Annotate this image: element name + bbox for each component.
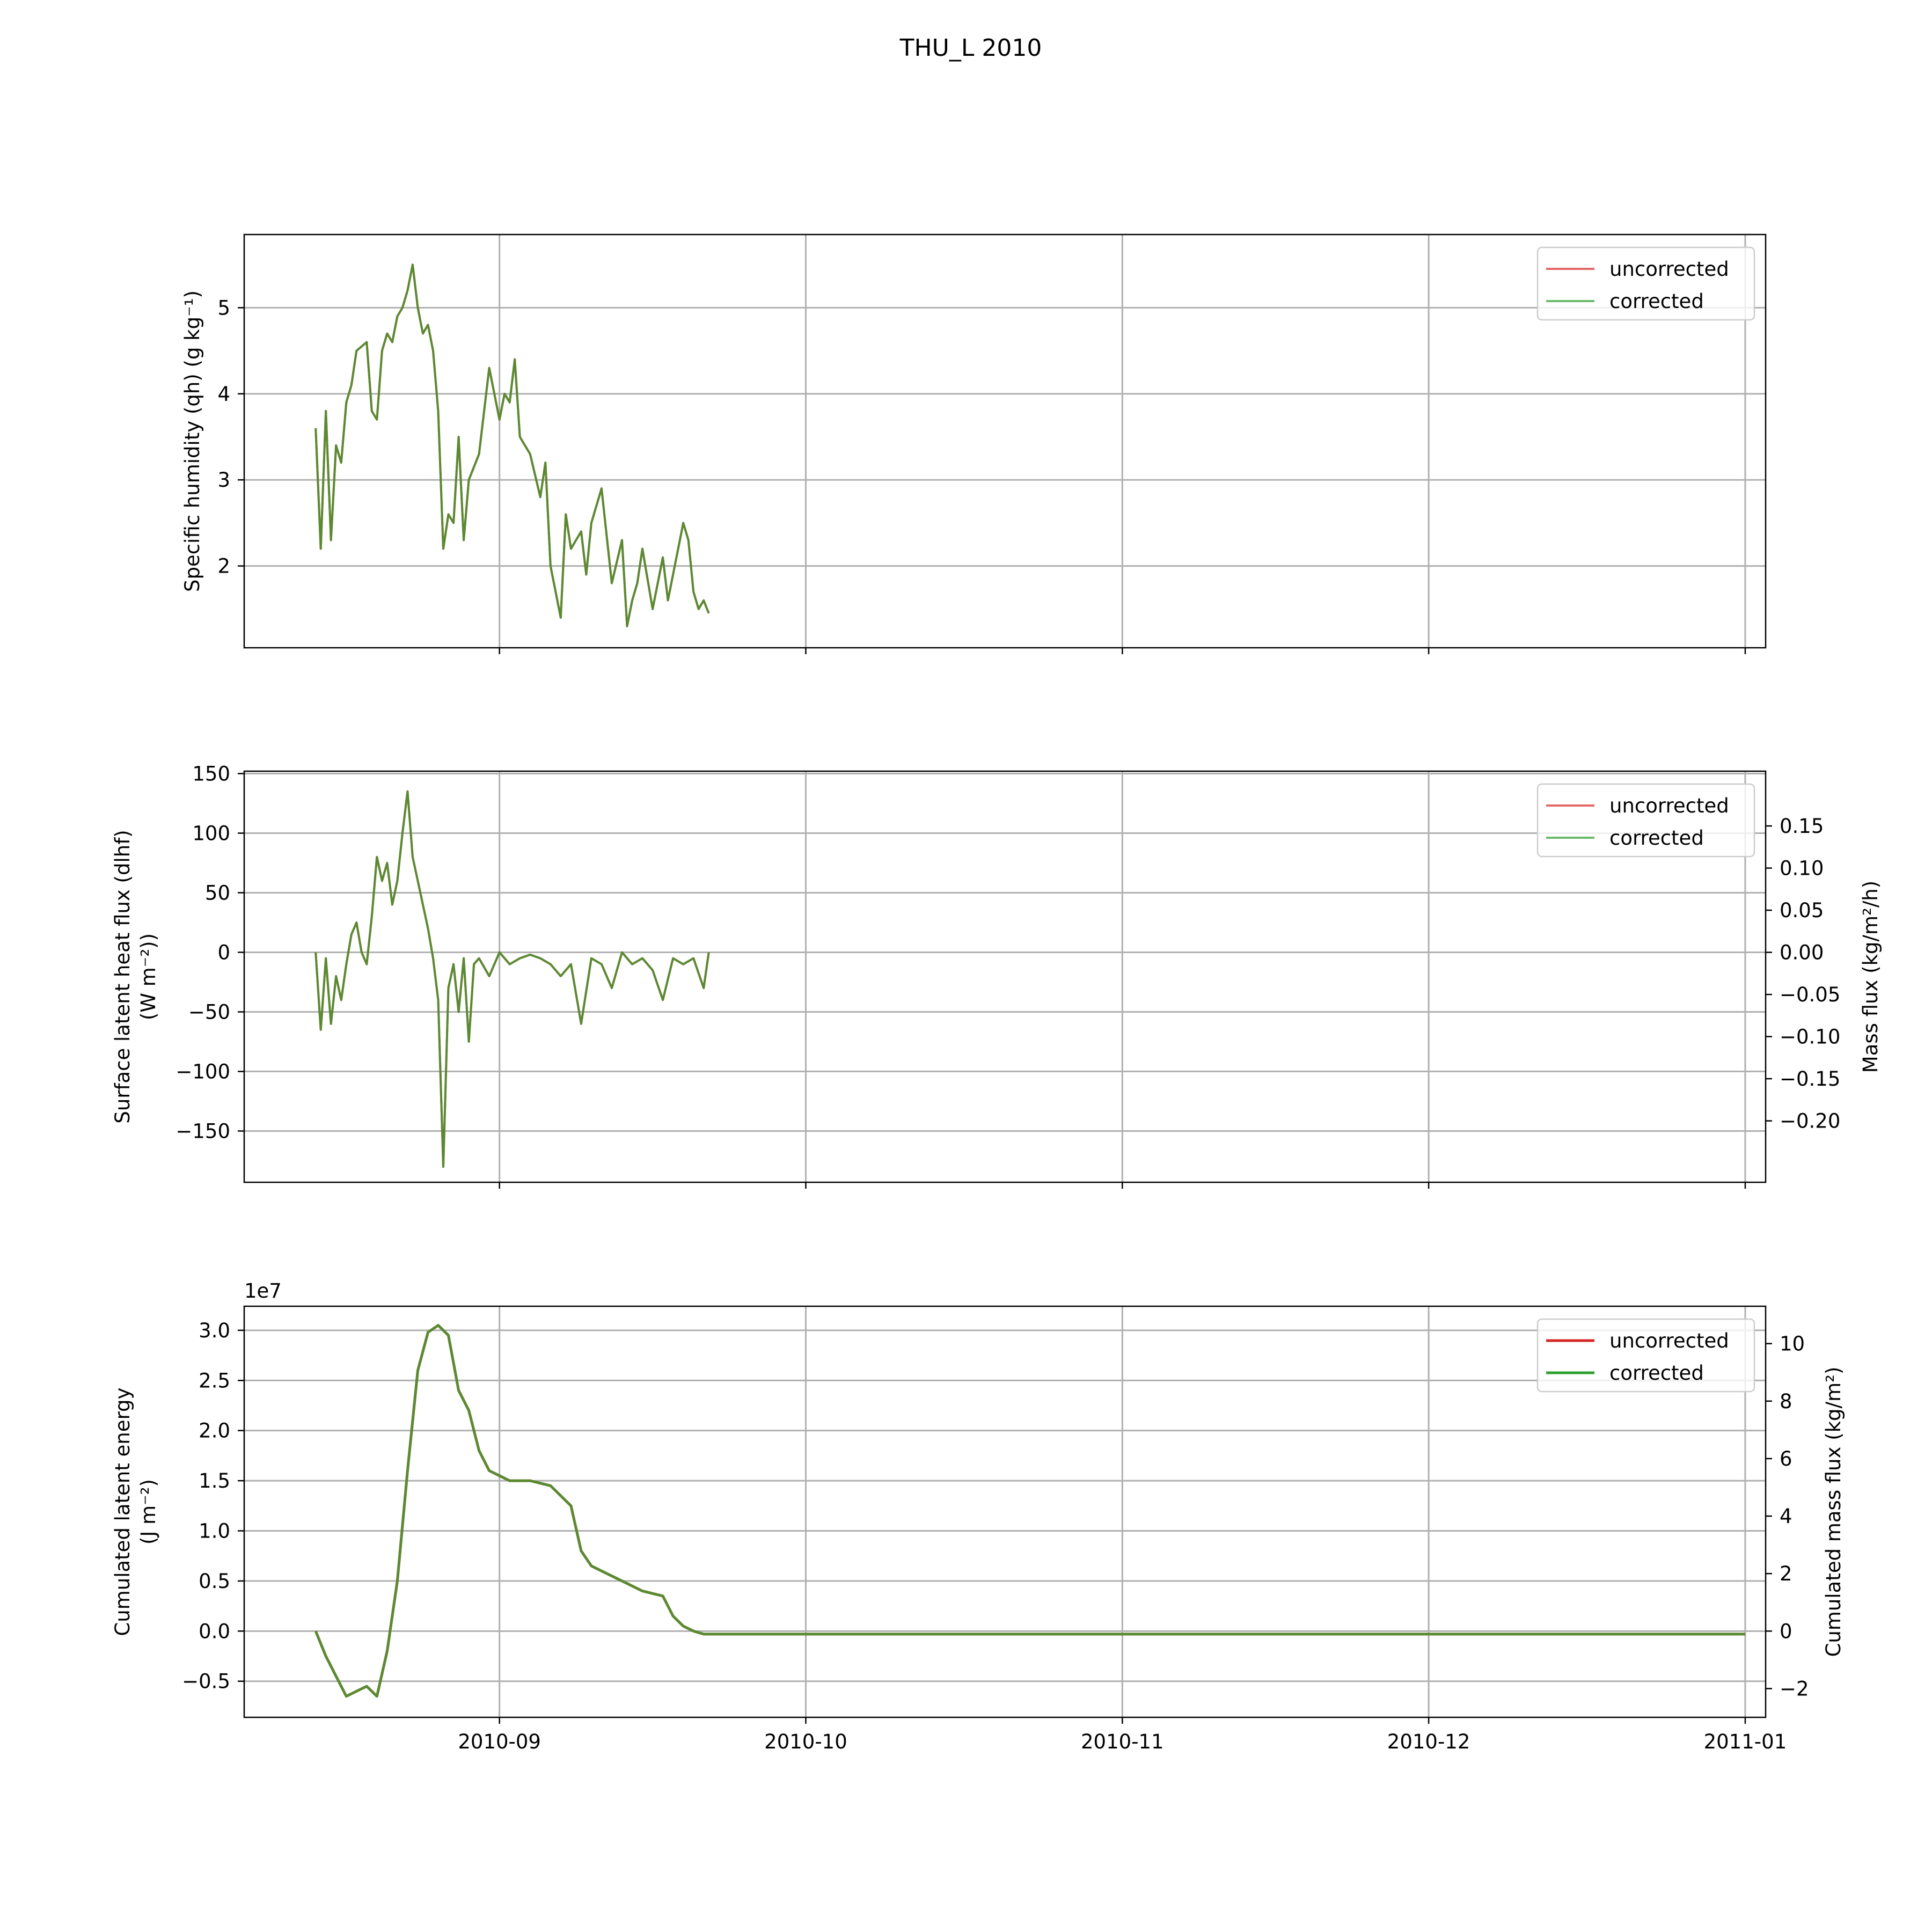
x-tick-label-1: 2010-09 [458,1730,541,1753]
panel-1-ytick-label-3: 4 [217,383,230,406]
panel-2-y2label: Mass flux (kg/m²/h) [1859,881,1882,1073]
panel-2: −150 −100 −50 0 50 100 150 −0.20 −0.15 −0.10 −0.05… [111,762,1882,1189]
panel-3: 2010-09 2010-10 2010-11 2010-12 2011-01 −0.5 0… [111,1279,1845,1753]
panel-2-ytick-label-5: 50 [205,881,230,904]
panel-2-y2tick-label-3: −0.10 [1780,1026,1840,1049]
panel-3-ytick-label-3: 0.5 [199,1570,230,1593]
panel-3-y2tick-label-2: 0 [1780,1620,1792,1643]
panel-3-ytick-label-5: 1.5 [199,1469,230,1492]
panel-1-ytick-label-2: 3 [217,469,230,492]
panel-1-ytick-label-1: 2 [217,555,230,578]
panel-2-ytick-label-1: −150 [175,1120,230,1143]
panel-2-ytick-label-7: 150 [192,762,230,785]
panel-2-y2tick-label-2: −0.15 [1780,1067,1840,1091]
panel-1-legend-label-uncorrected: uncorrected [1609,258,1729,281]
panel-3-ytick-label-6: 2.0 [199,1419,230,1443]
panel-3-frame [243,1305,1767,1718]
panel-1-legend-label-corrected: corrected [1609,290,1704,313]
panel-1-legend: uncorrected corrected [1536,246,1755,321]
panel-2-ylabel-line-1: Surface latent heat flux (dlhf) [111,830,134,1123]
figure-title: THU_L 2010 [899,34,1042,62]
panel-3-y2tick-label-4: 4 [1780,1505,1792,1528]
panel-2-ytick-label-2: −100 [175,1060,230,1084]
panel-3-legend-label-uncorrected: uncorrected [1609,1329,1729,1352]
panel-3-series [314,1324,1745,1698]
panel-3-legend-label-corrected: corrected [1609,1362,1704,1385]
panel-2-series-corrected [314,790,710,1168]
panel-3-ytick-label-4: 1.0 [199,1519,230,1542]
panel-2-y2tick-label-1: −0.20 [1780,1110,1840,1133]
panel-2-y2tick-label-4: −0.05 [1780,983,1840,1006]
panel-3-y2tick-label-7: 10 [1780,1333,1805,1356]
panel-3-y2label: Cumulated mass flux (kg/m²) [1822,1367,1845,1657]
panel-3-y2tick-label-6: 8 [1780,1390,1792,1413]
panel-2-y2tick-label-7: 0.10 [1780,857,1824,880]
x-tick-label-4: 2010-12 [1387,1730,1470,1753]
panel-3-ytick-label-2: 0.0 [199,1620,230,1643]
panel-3-y2tick-label-3: 2 [1780,1562,1792,1585]
panel-2-y2label-line-1: Mass flux (kg/m²/h) [1859,881,1882,1073]
panel-3-ytick-label-1: −0.5 [182,1670,230,1693]
panel-3-ylabel-line-2: (J m⁻²) [137,1479,160,1545]
panel-2-y2tick-label-8: 0.15 [1780,815,1824,838]
panel-2-ylabel: Surface latent heat flux (dlhf) (W m⁻²)) [111,830,160,1123]
panel-3-ytick-label-7: 2.5 [199,1369,230,1392]
panel-2-y2tick-label-6: 0.05 [1780,899,1824,922]
panel-3-legend: uncorrected corrected [1536,1318,1755,1393]
panel-3-series-corrected [314,1324,1745,1698]
panel-2-legend: uncorrected corrected [1536,783,1755,858]
panel-2-ytick-label-6: 100 [192,822,230,845]
panel-1-ylabel: Specific humidity (qh) (g kg⁻¹) [181,290,204,592]
panel-2-legend-label-corrected: corrected [1609,826,1704,850]
panel-3-ytick-label-8: 3.0 [199,1319,230,1342]
panel-3-offset-text: 1e7 [244,1279,282,1302]
x-tick-label-3: 2010-11 [1081,1730,1164,1753]
panel-2-y2tick-label-5: 0.00 [1780,941,1824,964]
panel-3-y2tick-label-5: 6 [1780,1447,1792,1470]
panel-2-legend-label-uncorrected: uncorrected [1609,794,1729,817]
panel-3-y2label-line-1: Cumulated mass flux (kg/m²) [1822,1367,1845,1657]
panels: 2 3 4 5 Specific humidity (qh) (g kg⁻¹) uncor… [111,233,1882,1753]
x-tick-label-2: 2010-10 [764,1730,847,1753]
panel-1-frame [243,233,1767,649]
panel-3-y2tick-label-1: −2 [1780,1677,1809,1700]
panel-2-ytick-label-4: 0 [217,941,230,964]
panel-3-ylabel: Cumulated latent energy (J m⁻²) [111,1387,160,1636]
panel-3-ylabel-line-1: Cumulated latent energy [111,1387,134,1636]
panel-2-series [314,790,710,1168]
panel-2-ytick-label-3: −50 [188,1000,230,1023]
x-tick-label-5: 2011-01 [1704,1730,1787,1753]
panel-1-ylabel-line-1: Specific humidity (qh) (g kg⁻¹) [181,290,204,592]
panel-1-series-corrected [314,264,710,627]
panel-1-series [314,264,710,627]
panel-1: 2 3 4 5 Specific humidity (qh) (g kg⁻¹) uncor… [181,233,1767,654]
panel-2-frame [243,770,1767,1183]
panel-1-ytick-label-4: 5 [217,296,230,319]
panel-2-ylabel-line-2: (W m⁻²)) [137,933,160,1020]
